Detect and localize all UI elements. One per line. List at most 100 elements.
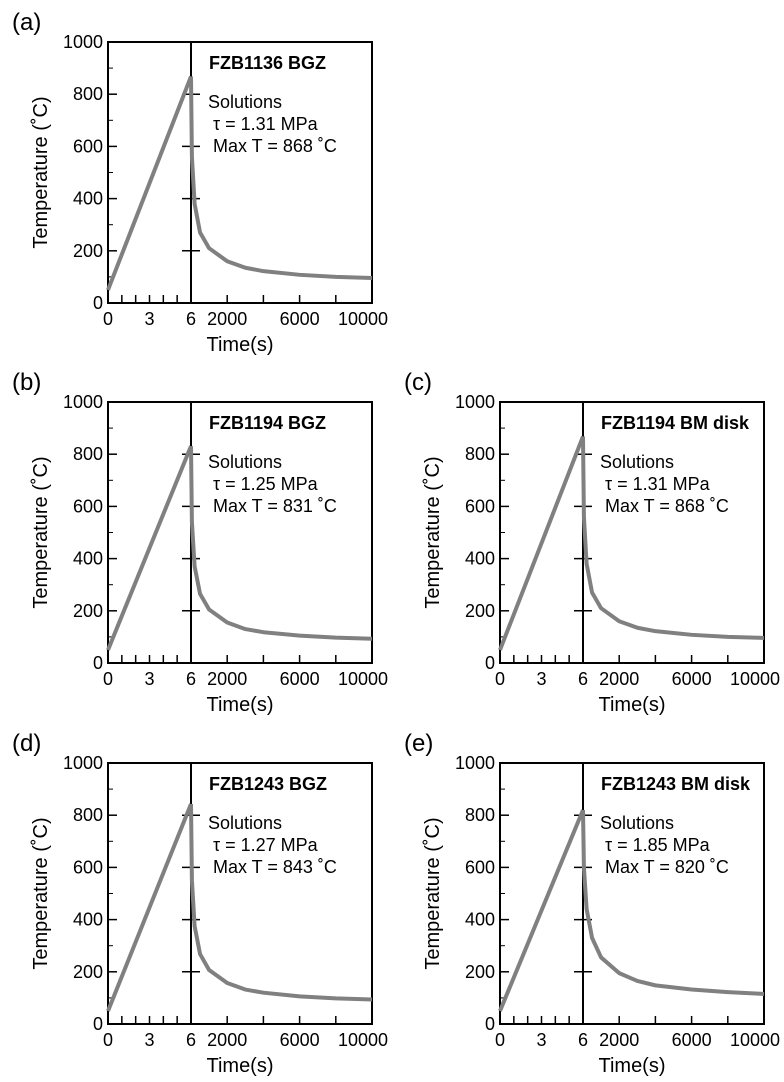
y-tick-label: 600 bbox=[465, 496, 495, 516]
annotation-line: Max T = 868 ˚C bbox=[605, 496, 729, 516]
panel-label: (d) bbox=[12, 730, 41, 757]
x-tick-label-cooling: 2000 bbox=[207, 309, 247, 329]
y-axis-label: Temperature (˚C) bbox=[422, 817, 444, 969]
x-tick-label-heating: 0 bbox=[103, 1030, 113, 1050]
y-tick-label: 400 bbox=[73, 910, 103, 930]
x-tick-label-cooling: 10000 bbox=[338, 1030, 388, 1050]
y-tick-label: 1000 bbox=[63, 392, 103, 412]
y-axis-label: Temperature (˚C) bbox=[30, 817, 52, 969]
y-tick-label: 0 bbox=[485, 653, 495, 673]
annotation-line: τ = 1.27 MPa bbox=[213, 835, 319, 855]
x-tick-label-cooling: 10000 bbox=[338, 309, 388, 329]
annotation-line: Max T = 820 ˚C bbox=[605, 857, 729, 877]
x-tick-label-cooling: 6000 bbox=[280, 1030, 320, 1050]
annotation-line: Max T = 831 ˚C bbox=[213, 496, 337, 516]
chart-title: FZB1243 BGZ bbox=[209, 774, 327, 794]
x-tick-label-heating: 6 bbox=[186, 669, 196, 689]
annotation-line: Max T = 868 ˚C bbox=[213, 136, 337, 156]
plot-frame bbox=[107, 762, 373, 1025]
y-axis-label: Temperature (˚C) bbox=[30, 96, 52, 248]
x-tick-label-heating: 6 bbox=[186, 309, 196, 329]
annotation-line: τ = 1.25 MPa bbox=[213, 474, 319, 494]
panel-c: 0 200 400 600 800 1000 0 3 6 2000 6000 10000 (c) FZB1… bbox=[392, 360, 784, 720]
y-axis-label: Temperature (˚C) bbox=[30, 456, 52, 608]
x-tick-label-cooling: 6000 bbox=[672, 669, 712, 689]
y-tick-label: 200 bbox=[73, 962, 103, 982]
y-tick-label: 800 bbox=[73, 805, 103, 825]
x-tick-label-cooling: 2000 bbox=[599, 1030, 639, 1050]
x-tick-label-cooling: 6000 bbox=[280, 309, 320, 329]
x-axis-label: Time(s) bbox=[598, 1055, 665, 1077]
x-tick-label-heating: 3 bbox=[144, 309, 154, 329]
annotation-line: Solutions bbox=[208, 813, 282, 833]
annotation-line: τ = 1.31 MPa bbox=[605, 474, 711, 494]
x-tick-label-heating: 0 bbox=[103, 309, 113, 329]
x-tick-label-heating: 0 bbox=[495, 1030, 505, 1050]
plot-frame bbox=[107, 401, 373, 664]
y-tick-label: 800 bbox=[73, 84, 103, 104]
y-tick-label: 800 bbox=[465, 805, 495, 825]
x-tick-label-cooling: 10000 bbox=[730, 1030, 780, 1050]
cooling-curve bbox=[581, 436, 765, 640]
chart-title: FZB1243 BM disk bbox=[601, 774, 751, 794]
x-tick-label-heating: 3 bbox=[536, 1030, 546, 1050]
panel-label: (b) bbox=[12, 369, 41, 396]
x-tick-label-heating: 3 bbox=[536, 669, 546, 689]
y-tick-label: 400 bbox=[465, 549, 495, 569]
y-tick-label: 200 bbox=[73, 241, 103, 261]
y-tick-label: 0 bbox=[93, 653, 103, 673]
y-tick-label: 400 bbox=[73, 189, 103, 209]
x-axis-label: Time(s) bbox=[598, 694, 665, 716]
heating-curve bbox=[498, 435, 585, 651]
panel-label: (c) bbox=[404, 369, 432, 396]
x-tick-label-cooling: 6000 bbox=[280, 669, 320, 689]
chart-title: FZB1194 BGZ bbox=[209, 413, 326, 433]
y-tick-label: 200 bbox=[465, 962, 495, 982]
y-tick-label: 600 bbox=[73, 857, 103, 877]
x-tick-label-heating: 0 bbox=[495, 669, 505, 689]
cooling-curve bbox=[189, 76, 373, 280]
y-tick-label: 600 bbox=[73, 496, 103, 516]
plot-frame bbox=[499, 762, 765, 1025]
annotation-line: Solutions bbox=[208, 452, 282, 472]
y-tick-label: 200 bbox=[465, 601, 495, 621]
panel-label: (a) bbox=[12, 9, 41, 36]
y-tick-label: 0 bbox=[93, 1014, 103, 1034]
x-tick-label-cooling: 6000 bbox=[672, 1030, 712, 1050]
x-tick-label-heating: 6 bbox=[186, 1030, 196, 1050]
y-tick-label: 800 bbox=[465, 444, 495, 464]
y-tick-label: 1000 bbox=[63, 32, 103, 52]
panel-d: 0 200 400 600 800 1000 0 3 6 2000 6000 10000 (d) FZB1… bbox=[0, 721, 392, 1081]
annotation-line: Solutions bbox=[208, 92, 282, 112]
heating-curve bbox=[106, 803, 193, 1012]
y-tick-label: 1000 bbox=[63, 753, 103, 773]
annotation-line: τ = 1.31 MPa bbox=[213, 114, 319, 134]
y-tick-label: 800 bbox=[73, 444, 103, 464]
annotation-line: Max T = 843 ˚C bbox=[213, 857, 337, 877]
panel-a: 0 200 400 600 800 1000 0 3 6 2000 6000 10000 (a) FZB1… bbox=[0, 0, 392, 360]
annotation-line: Solutions bbox=[600, 452, 674, 472]
y-axis-label: Temperature (˚C) bbox=[422, 456, 444, 608]
x-tick-label-heating: 3 bbox=[144, 669, 154, 689]
x-axis-label: Time(s) bbox=[206, 1055, 273, 1077]
y-tick-label: 600 bbox=[73, 136, 103, 156]
heating-curve bbox=[106, 75, 193, 291]
x-tick-label-heating: 6 bbox=[578, 669, 588, 689]
cooling-curve bbox=[189, 446, 373, 641]
x-tick-label-heating: 6 bbox=[578, 1030, 588, 1050]
x-tick-label-heating: 3 bbox=[144, 1030, 154, 1050]
heating-curve bbox=[106, 445, 193, 651]
x-tick-label-cooling: 10000 bbox=[730, 669, 780, 689]
annotation-line: Solutions bbox=[600, 813, 674, 833]
x-axis-label: Time(s) bbox=[206, 334, 273, 356]
y-tick-label: 400 bbox=[465, 910, 495, 930]
y-tick-label: 600 bbox=[465, 857, 495, 877]
x-axis-label: Time(s) bbox=[206, 694, 273, 716]
panel-b: 0 200 400 600 800 1000 0 3 6 2000 6000 10000 (b) FZB1… bbox=[0, 360, 392, 720]
x-tick-label-cooling: 2000 bbox=[207, 1030, 247, 1050]
